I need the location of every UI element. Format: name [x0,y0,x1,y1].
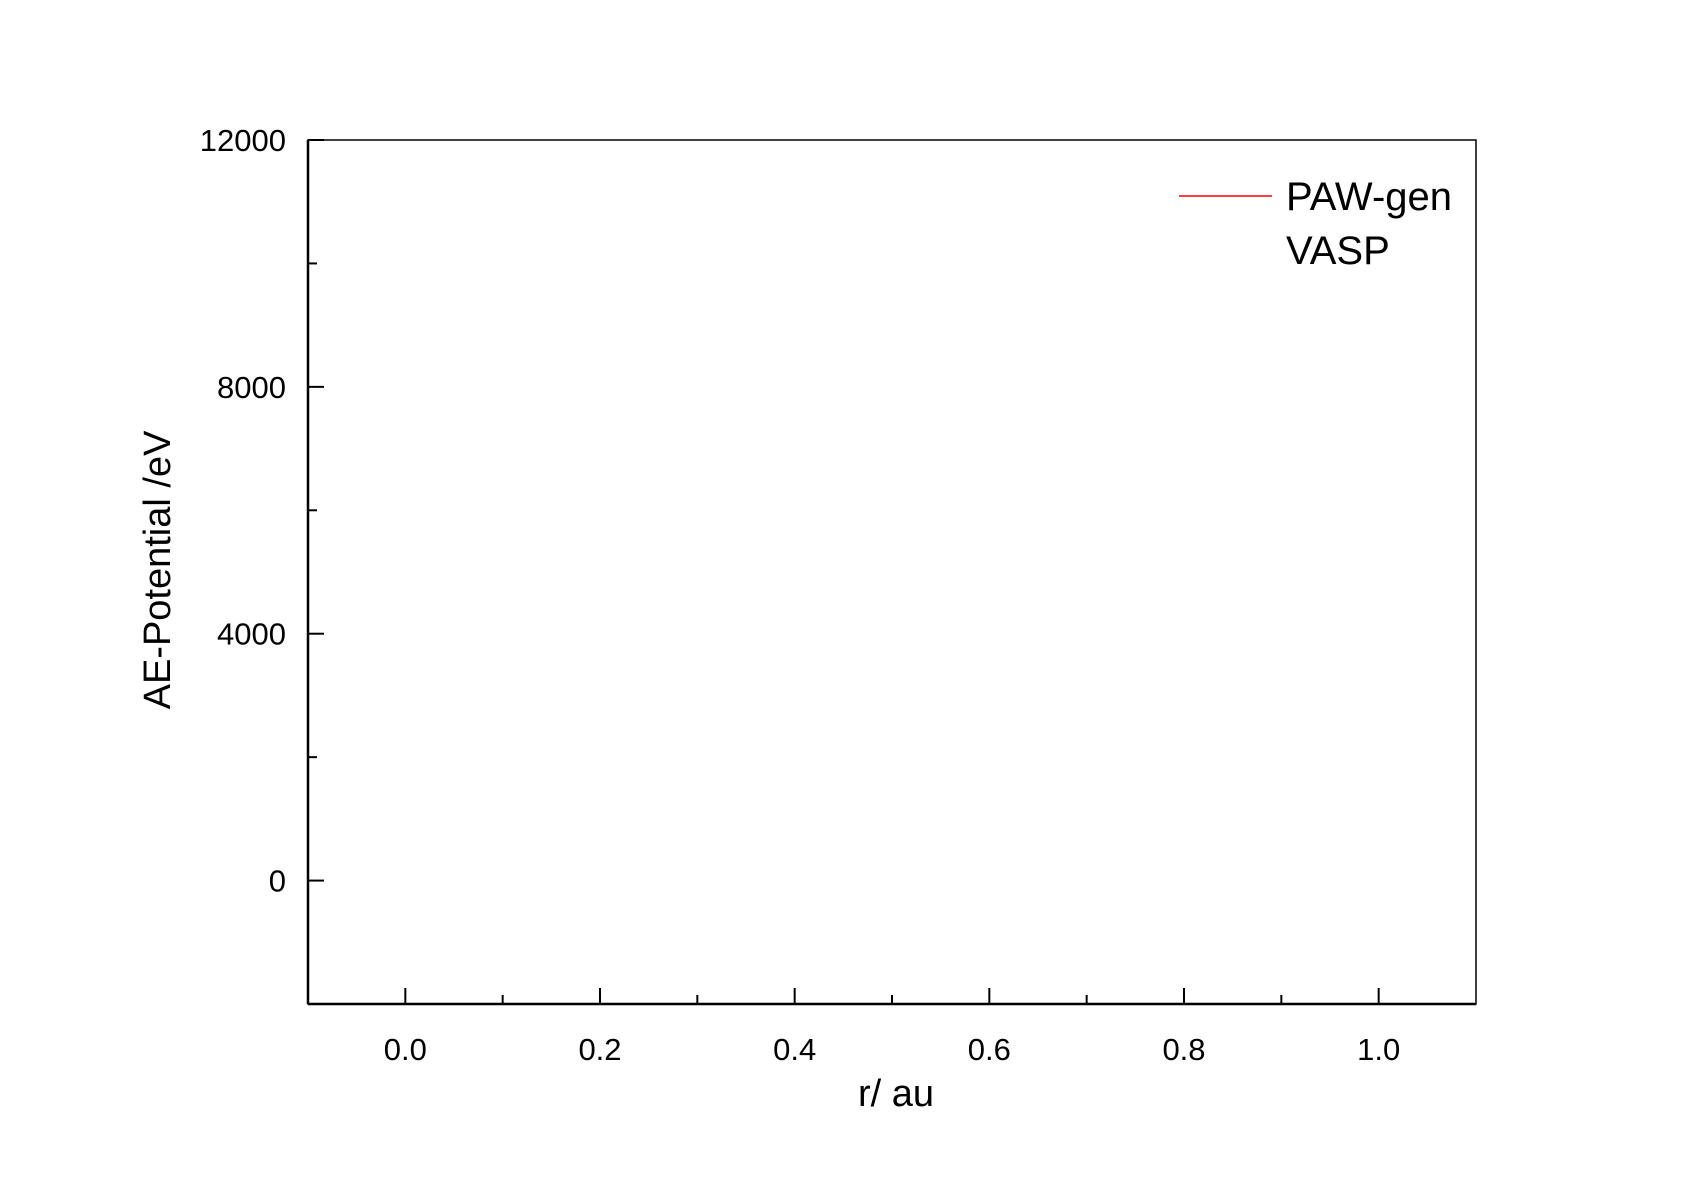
x-tick-label: 0.8 [1162,1032,1205,1067]
y-tick-label: 4000 [217,617,286,652]
y-axis-ticks: 0 4000 8000 12000 [200,123,324,899]
legend-label-0: PAW-gen [1286,175,1452,219]
y-tick-label: 8000 [217,370,286,405]
x-tick-label: 0.6 [968,1032,1011,1067]
x-axis-ticks: 0.0 0.2 0.4 0.6 0.8 1.0 [384,988,1400,1067]
x-tick-label: 0.2 [578,1032,621,1067]
legend: PAW-gen VASP [1179,175,1452,273]
y-tick-label: 0 [269,864,286,899]
x-tick-label: 1.0 [1357,1032,1400,1067]
x-tick-label: 0.0 [384,1032,427,1067]
y-tick-label: 12000 [200,123,286,158]
y-axis-title: AE-Potential /eV [137,430,179,709]
x-tick-label: 0.4 [773,1032,816,1067]
legend-label-1: VASP [1286,229,1390,273]
x-axis-title: r/ au [858,1073,934,1115]
